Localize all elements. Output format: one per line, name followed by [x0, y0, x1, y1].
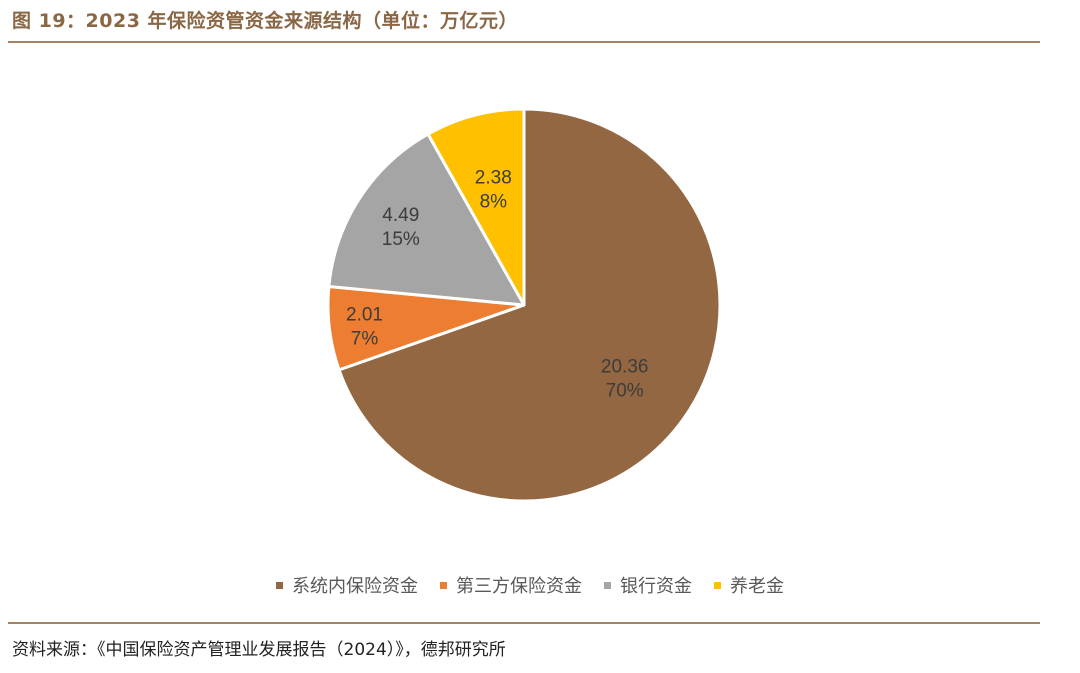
slice-percent-label-2: 7% [351, 329, 379, 350]
slice-value-label-1: 20.36 [601, 356, 649, 377]
legend-label-1: 系统内保险资金 [292, 576, 418, 597]
slice-value-label-4: 2.38 [475, 167, 512, 188]
slice-percent-label-4: 8% [480, 191, 508, 212]
slice-value-label-2: 2.01 [346, 305, 383, 326]
pie-chart: 20.36 70% 2.01 7% 4.49 15% 2.38 8% 系统内保险资金 第三方保险… [276, 107, 784, 597]
legend-label-2: 第三方保险资金 [456, 576, 582, 597]
chart-title: 图 19：2023 年保险资管资金来源结构（单位：万亿元） [12, 10, 519, 32]
pie-slice-4 [426, 107, 526, 307]
pie-labels: 20.36 70% 2.01 7% 4.49 15% 2.38 8% [346, 167, 648, 401]
chart-legend: 系统内保险资金 第三方保险资金 银行资金 养老金 [276, 576, 784, 597]
pie-slice-1 [337, 107, 722, 503]
legend-label-3: 银行资金 [620, 576, 692, 597]
legend-marker-1 [276, 582, 283, 589]
legend-marker-4 [714, 582, 721, 589]
slice-percent-label-1: 70% [606, 380, 644, 401]
legend-label-4: 养老金 [730, 576, 784, 597]
source-divider [8, 622, 1040, 624]
slice-value-label-3: 4.49 [382, 205, 419, 226]
legend-marker-3 [604, 582, 611, 589]
legend-marker-2 [440, 582, 447, 589]
slice-percent-label-3: 15% [382, 229, 420, 250]
source-note: 资料来源：《中国保险资产管理业发展报告（2024）》，德邦研究所 [12, 640, 506, 660]
pie-slices [326, 107, 722, 503]
pie-slice-3 [327, 132, 526, 307]
title-divider [8, 41, 1040, 43]
